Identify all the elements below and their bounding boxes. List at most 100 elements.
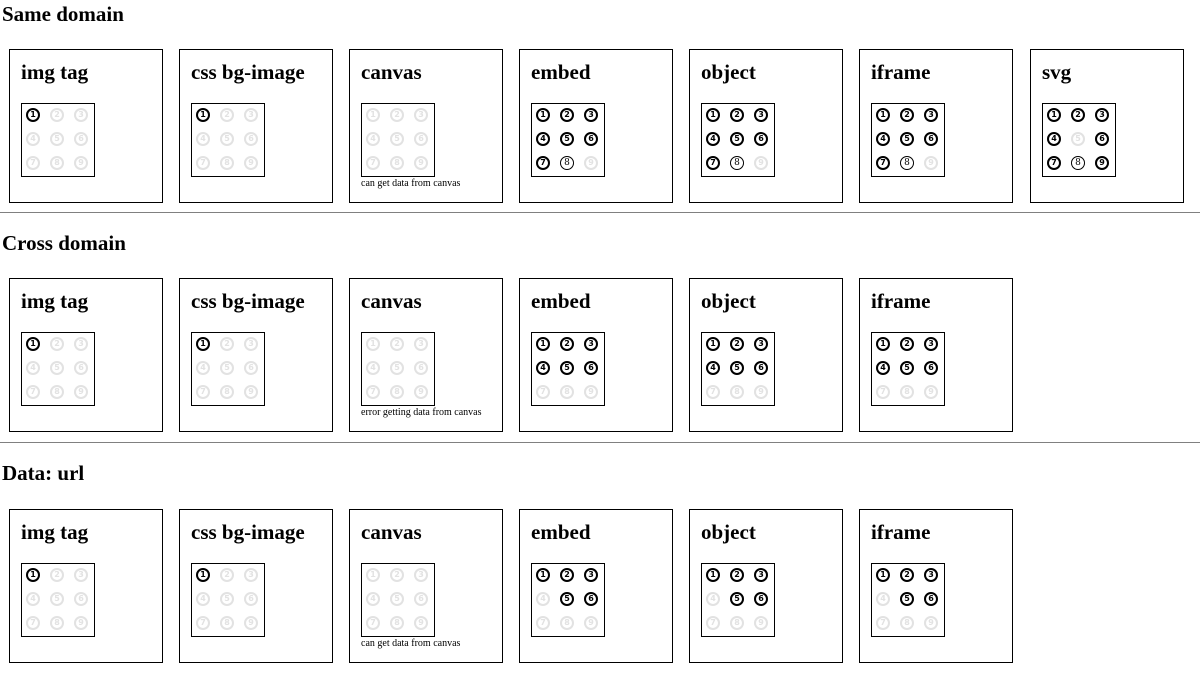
- tile-title: canvas: [361, 520, 422, 544]
- number-circle: 2: [730, 108, 744, 122]
- number-circle: 9: [754, 385, 768, 399]
- number-circle: 7: [536, 616, 550, 630]
- number-circle: 4: [366, 361, 380, 375]
- number-circle: 2: [900, 108, 914, 122]
- number-circle: 6: [74, 592, 88, 606]
- number-circle: 7: [536, 385, 550, 399]
- tile-title: object: [701, 60, 756, 84]
- number-circle: 1: [196, 568, 210, 582]
- number-circle: 1: [536, 568, 550, 582]
- number-circle: 9: [584, 156, 598, 170]
- number-circle: 2: [730, 568, 744, 582]
- number-circle: 3: [924, 568, 938, 582]
- number-circle: 3: [74, 337, 88, 351]
- number-circle: 5: [1071, 132, 1085, 146]
- number-circle: 9: [244, 616, 258, 630]
- tile-title: css bg-image: [191, 520, 305, 544]
- number-circle: 9: [244, 156, 258, 170]
- tile-note: can get data from canvas: [361, 178, 461, 189]
- number-circle: 9: [924, 385, 938, 399]
- number-circle: 8: [560, 385, 574, 399]
- number-circle: 8: [560, 156, 574, 170]
- number-circle: 7: [196, 156, 210, 170]
- number-circle: 5: [390, 361, 404, 375]
- number-circle: 7: [26, 156, 40, 170]
- number-circle: 6: [584, 361, 598, 375]
- number-circle: 9: [924, 616, 938, 630]
- number-circle: 6: [924, 592, 938, 606]
- number-circle: 4: [876, 361, 890, 375]
- number-circle: 8: [220, 616, 234, 630]
- number-circle: 7: [706, 385, 720, 399]
- number-circle: 2: [390, 337, 404, 351]
- number-circle: 7: [876, 385, 890, 399]
- number-circle: 6: [414, 132, 428, 146]
- number-circle: 7: [366, 156, 380, 170]
- number-circle: 8: [900, 616, 914, 630]
- number-circle: 5: [730, 361, 744, 375]
- number-circle: 3: [754, 337, 768, 351]
- number-circle: 2: [220, 568, 234, 582]
- number-circle: 3: [414, 337, 428, 351]
- section-title: Same domain: [2, 2, 124, 26]
- number-circle: 3: [244, 568, 258, 582]
- number-circle: 5: [50, 361, 64, 375]
- number-circle: 1: [536, 108, 550, 122]
- number-circle: 6: [414, 361, 428, 375]
- number-circle: 4: [26, 132, 40, 146]
- number-circle: 1: [366, 568, 380, 582]
- number-circle: 7: [1047, 156, 1061, 170]
- number-circle: 1: [876, 108, 890, 122]
- number-circle: 9: [414, 616, 428, 630]
- number-circle: 3: [74, 568, 88, 582]
- section-divider: [0, 212, 1200, 213]
- number-circle: 9: [74, 385, 88, 399]
- tile-title: css bg-image: [191, 289, 305, 313]
- number-circle: 4: [536, 132, 550, 146]
- number-circle: 4: [26, 592, 40, 606]
- number-circle: 2: [50, 108, 64, 122]
- number-circle: 8: [50, 616, 64, 630]
- number-circle: 8: [730, 616, 744, 630]
- number-circle: 7: [26, 385, 40, 399]
- number-circle: 5: [220, 361, 234, 375]
- number-circle: 4: [26, 361, 40, 375]
- number-circle: 1: [876, 337, 890, 351]
- number-circle: 7: [876, 616, 890, 630]
- number-circle: 6: [924, 132, 938, 146]
- tile-title: embed: [531, 60, 591, 84]
- number-circle: 5: [900, 361, 914, 375]
- number-circle: 1: [706, 108, 720, 122]
- number-circle: 4: [1047, 132, 1061, 146]
- number-circle: 6: [754, 132, 768, 146]
- number-circle: 4: [706, 132, 720, 146]
- number-circle: 9: [244, 385, 258, 399]
- number-circle: 5: [560, 361, 574, 375]
- number-circle: 3: [244, 108, 258, 122]
- number-circle: 1: [196, 108, 210, 122]
- number-circle: 8: [50, 385, 64, 399]
- tile-title: embed: [531, 520, 591, 544]
- number-circle: 2: [1071, 108, 1085, 122]
- number-circle: 4: [196, 361, 210, 375]
- number-circle: 6: [74, 132, 88, 146]
